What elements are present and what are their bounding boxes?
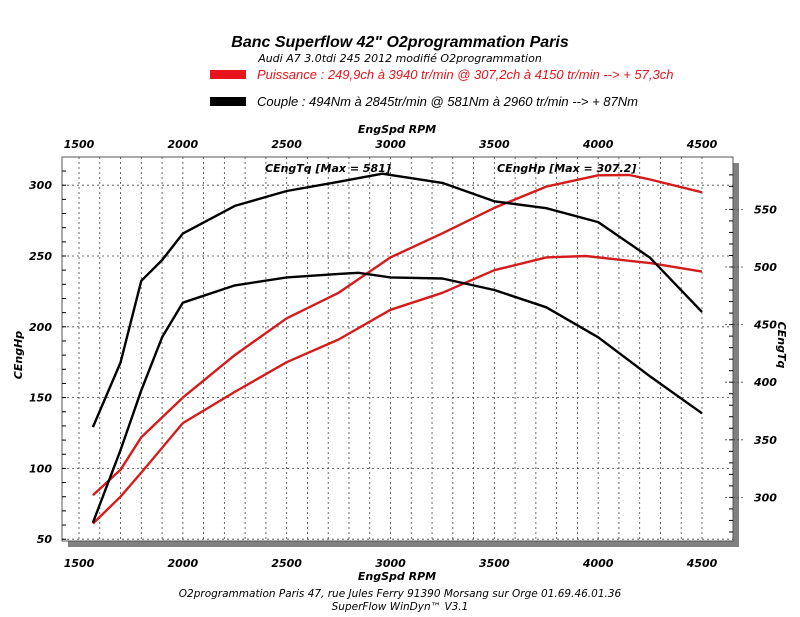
x-tick-label-top: 2500 (271, 138, 302, 151)
x-tick-label-top: 4500 (686, 138, 718, 151)
series-lines (91, 172, 703, 525)
y-tick-label-left: 200 (29, 321, 52, 334)
y-tick-label-right: 300 (754, 491, 777, 504)
footer-software: SuperFlow WinDyn™ V3.1 (332, 601, 469, 613)
chart-subtitle: Audi A7 3.0tdi 245 2012 modifié O2progra… (257, 52, 542, 65)
grid (62, 157, 733, 541)
y-tick-label-left: 50 (37, 533, 53, 546)
y-tick-label-right: 450 (753, 319, 777, 332)
plot-area (61, 156, 734, 542)
y-tick-label-left: 250 (29, 250, 52, 263)
x-tick-label-bottom: 3000 (375, 557, 406, 570)
x-tick-label-bottom: 4500 (686, 557, 718, 570)
x-tick-label-bottom: 2000 (168, 557, 199, 570)
x-tick-label-bottom: 1500 (64, 557, 95, 570)
x-tick-label-top: 4000 (582, 138, 614, 151)
y-tick-label-right: 550 (754, 203, 777, 216)
series-line-2 (92, 254, 703, 525)
series-line-1 (92, 173, 703, 497)
axis-ticks: 1500 1500 2000 2000 2500 2500 3000 3000 3500 3500… (29, 138, 777, 570)
x-tick-label-top: 2000 (168, 138, 199, 151)
y-tick-label-right: 350 (754, 434, 777, 447)
y-axis-title-left: CEngHp (12, 331, 25, 379)
y-tick-label-left: 150 (29, 392, 52, 405)
legend-label-power: Puissance : 249,9ch à 3940 tr/min @ 307,… (257, 67, 673, 82)
y-tick-label-right: 500 (754, 261, 777, 274)
annotation-power-max: CEngHp [Max = 307.2] (497, 162, 636, 175)
x-tick-label-top: 3500 (479, 138, 510, 151)
y-tick-label-left: 100 (29, 462, 52, 475)
y-tick-label-left: 300 (29, 179, 52, 192)
legend-swatch-power (210, 70, 246, 79)
annotation-torque-max: CEngTq [Max = 581] (265, 162, 391, 175)
footer-address: O2programmation Paris 47, rue Jules Ferr… (179, 588, 622, 600)
x-tick-label-bottom: 4000 (582, 557, 614, 570)
x-axis-title-bottom: EngSpd RPM (358, 570, 436, 583)
x-tick-label-bottom: 2500 (271, 557, 302, 570)
y-tick-label-right: 400 (753, 376, 777, 389)
series-line-3 (91, 172, 703, 428)
chart-title: Banc Superflow 42" O2programmation Paris (231, 34, 569, 51)
series-line-4 (91, 271, 703, 524)
legend-swatch-torque (210, 97, 246, 106)
x-axis-title-top: EngSpd RPM (358, 123, 436, 136)
legend-label-torque: Couple : 494Nm à 2845tr/min @ 581Nm à 29… (257, 94, 638, 109)
x-tick-label-top: 1500 (64, 138, 95, 151)
x-tick-label-bottom: 3500 (479, 557, 510, 570)
y-axis-title-right: CEngTq (775, 322, 788, 369)
x-tick-label-top: 3000 (375, 138, 406, 151)
